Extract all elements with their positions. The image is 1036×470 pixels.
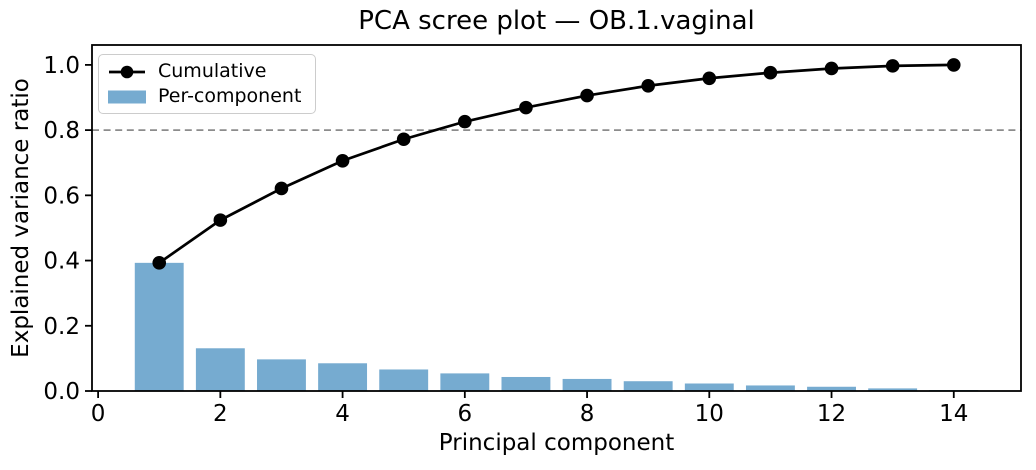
y-tick-label: 0.0: [43, 379, 80, 405]
y-tick-label: 1.0: [43, 53, 80, 79]
legend-marker-dot: [120, 65, 134, 78]
chart-title: PCA scree plot — OB.1.vaginal: [358, 6, 755, 36]
y-tick-label: 0.4: [43, 249, 80, 275]
y-tick-label: 0.8: [43, 118, 80, 144]
per-component-bar: [257, 359, 306, 391]
cumulative-marker: [274, 181, 289, 196]
cumulative-marker: [946, 58, 961, 72]
cumulative-line-marker-icon: [109, 65, 145, 78]
legend-item-per-component: Per-component: [108, 86, 301, 107]
y-tick-label: 0.6: [43, 183, 80, 209]
cumulative-marker: [152, 256, 167, 270]
cumulative-marker: [458, 114, 472, 129]
x-tick-label: 14: [939, 401, 968, 427]
axes-spines: [91, 44, 1022, 392]
x-tick-label: 8: [580, 401, 595, 427]
cumulative-marker: [335, 153, 350, 168]
x-tick-label: 12: [817, 401, 846, 427]
per-component-bar: [195, 348, 245, 391]
cumulative-marker: [824, 61, 839, 76]
per-component-bar: [440, 373, 490, 391]
cumulative-line: [157, 63, 956, 265]
per-component-bar: [318, 363, 368, 391]
cumulative-marker: [213, 213, 228, 227]
legend-patch: [108, 90, 146, 103]
per-component-bar: [745, 385, 795, 391]
cumulative-marker: [519, 100, 533, 115]
per-component-bar: [807, 386, 856, 391]
per-component-patch-icon: [108, 90, 146, 103]
cumulative-marker: [763, 65, 778, 80]
cumulative-marker: [885, 59, 900, 73]
legend-label-per-component: Per-component: [158, 85, 302, 107]
per-component-bar: [868, 388, 918, 391]
per-component-bar: [501, 376, 551, 391]
x-axis-label: Principal component: [438, 430, 675, 456]
per-component-bar: [623, 381, 673, 391]
per-component-bar: [684, 383, 734, 391]
x-tick-label: 10: [695, 401, 724, 427]
cumulative-marker: [641, 78, 655, 93]
x-tick-label: 0: [91, 401, 106, 427]
per-component-bar: [379, 369, 429, 391]
per-component-bar: [562, 378, 612, 391]
cumulative-marker: [396, 132, 411, 147]
legend-item-cumulative: Cumulative: [108, 61, 301, 82]
cumulative-marker: [702, 71, 717, 86]
cumulative-marker: [580, 88, 594, 103]
x-tick-label: 6: [458, 401, 473, 427]
per-component-bar: [134, 262, 184, 391]
x-tick-label: 2: [213, 401, 228, 427]
legend-label-cumulative: Cumulative: [158, 60, 267, 82]
x-tick-label: 4: [335, 401, 350, 427]
legend: Cumulative Per-component: [98, 54, 317, 114]
y-tick-label: 0.2: [43, 314, 80, 340]
